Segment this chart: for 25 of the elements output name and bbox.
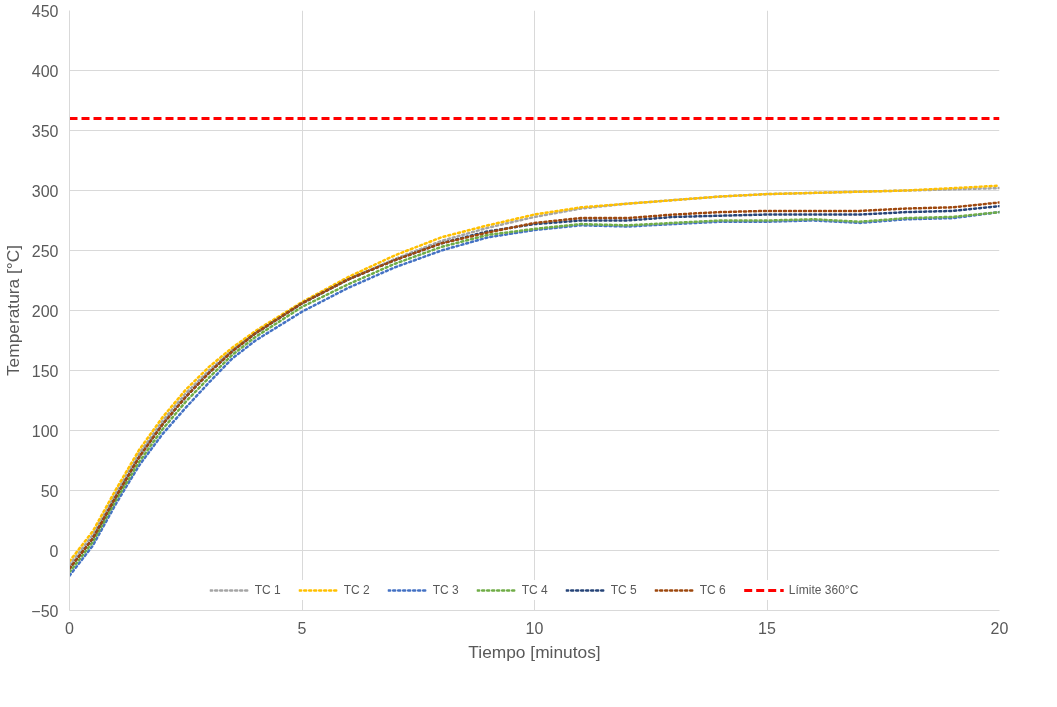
y-tick-label: 200 xyxy=(31,302,59,320)
y-axis-title: Temperatura [°C] xyxy=(3,244,24,377)
y-tick-label: 100 xyxy=(31,422,59,440)
legend-label: Límite 360°C xyxy=(788,583,859,597)
y-tick-label: 300 xyxy=(31,182,59,200)
x-tick-label: 20 xyxy=(990,619,1009,637)
y-tick-label: −50 xyxy=(31,602,59,620)
x-tick-label: 10 xyxy=(525,619,544,637)
y-tick-label: 50 xyxy=(40,482,59,500)
legend-label: TC 6 xyxy=(699,583,726,597)
x-tick-label: 5 xyxy=(297,619,307,637)
y-tick-label: 250 xyxy=(31,242,59,260)
x-axis-title: Tiempo [minutos] xyxy=(468,641,601,662)
legend-label: TC 2 xyxy=(343,583,370,597)
x-tick-label: 15 xyxy=(758,619,776,637)
y-tick-label: 450 xyxy=(31,2,59,20)
x-tick-label: 0 xyxy=(65,619,75,637)
legend-label: TC 1 xyxy=(254,583,281,597)
y-tick-label: 150 xyxy=(31,362,59,380)
y-tick-label: 350 xyxy=(31,122,59,140)
legend-label: TC 5 xyxy=(610,583,637,597)
legend-label: TC 4 xyxy=(521,583,548,597)
y-tick-label: 400 xyxy=(31,62,59,80)
y-tick-label: 0 xyxy=(49,542,59,560)
legend-label: TC 3 xyxy=(432,583,459,597)
